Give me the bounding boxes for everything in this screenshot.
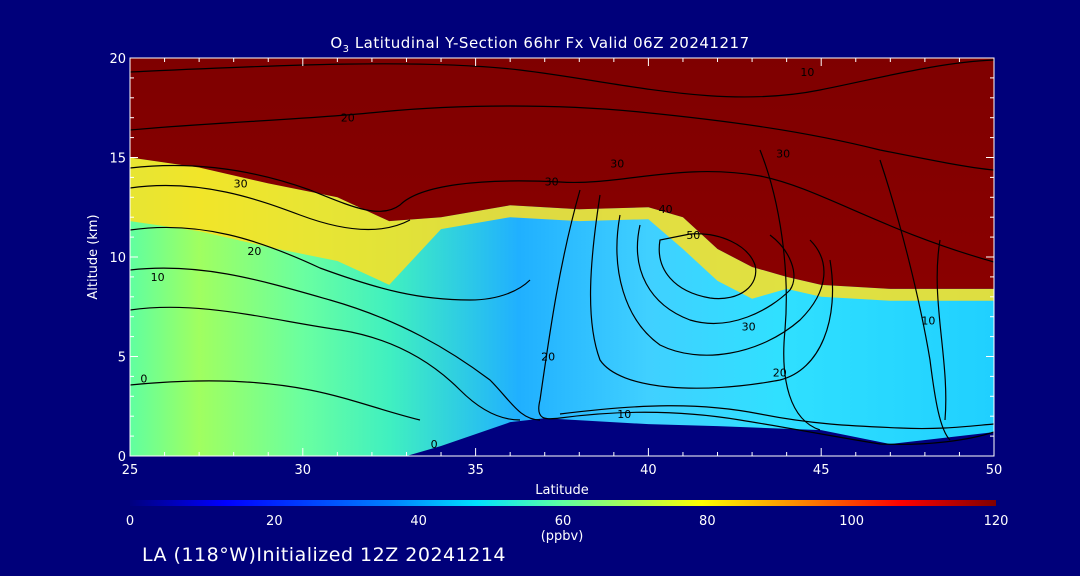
- x-tick-label: 30: [295, 463, 312, 478]
- y-tick-label: 20: [109, 52, 126, 67]
- contour-label: 10: [800, 66, 814, 79]
- contour-line: [130, 380, 421, 421]
- contour-line: [658, 233, 757, 300]
- contour-line: [130, 226, 531, 301]
- title-prefix: O: [330, 34, 343, 52]
- colorbar-ticks: 0 20 40 60 80 100 120: [126, 514, 1009, 529]
- y-axis-label: Altitude (km): [86, 214, 101, 299]
- contour-line: [589, 194, 834, 389]
- chart-title: O3 Latitudinal Y-Section 66hr Fx Valid 0…: [0, 34, 1080, 55]
- contour-label: 30: [776, 148, 790, 161]
- x-tick-label: 50: [986, 463, 1003, 478]
- contour-line: [559, 411, 994, 445]
- x-tick-label: 40: [640, 463, 657, 478]
- colorbar-tick-label: 100: [839, 514, 864, 529]
- contour-line: [130, 105, 994, 171]
- contour-line: [130, 59, 994, 98]
- colorbar-unit: (ppbv): [541, 529, 584, 544]
- footer-label: LA (118°W)Initialized 12Z 20241214: [142, 544, 506, 566]
- contour-label: 50: [686, 229, 700, 242]
- contour-label: 10: [921, 315, 935, 328]
- x-tick-label: 35: [467, 463, 484, 478]
- contour-line: [130, 306, 521, 421]
- contour-line: [559, 405, 994, 430]
- contour-lines: [130, 59, 994, 445]
- contour-label: 30: [742, 321, 756, 334]
- axes: 25 30 35 40 45 50 0 5 10 15 20: [109, 52, 1002, 478]
- contour-label: 0: [431, 438, 438, 451]
- y-tick-label: 10: [109, 251, 126, 266]
- contour-label: 30: [234, 177, 248, 190]
- y-tick-label: 5: [118, 351, 126, 366]
- contour-label-group: 10 20 30 30 30 30 20 10 50 40 30 20 20 10 10 0 0: [140, 66, 935, 451]
- colorbar-tick-label: 20: [266, 514, 283, 529]
- contour-line: [538, 189, 581, 420]
- contour-label: 30: [610, 157, 624, 170]
- tropopause-transition: [130, 157, 994, 301]
- contour-label: 20: [341, 112, 355, 125]
- x-tick-label: 25: [122, 463, 139, 478]
- contour-line: [879, 159, 951, 441]
- y-tick-label: 0: [118, 450, 126, 465]
- contour-label: 10: [151, 271, 165, 284]
- contour-label: 30: [545, 175, 559, 188]
- contour-label: 20: [541, 350, 555, 363]
- contour-line: [759, 149, 821, 431]
- colorbar-tick-label: 60: [555, 514, 572, 529]
- contour-label: 20: [247, 245, 261, 258]
- contour-line: [130, 164, 994, 263]
- contour-label: 20: [773, 366, 787, 379]
- contour-line: [636, 224, 795, 324]
- terrain-mask: [130, 418, 994, 456]
- contour-line: [936, 239, 947, 421]
- colorbar: [130, 500, 996, 506]
- colorbar-tick-label: 40: [410, 514, 427, 529]
- x-axis-label: Latitude: [535, 483, 589, 498]
- stratosphere-field: [130, 58, 994, 289]
- y-tick-label: 15: [109, 152, 126, 167]
- contour-label: 0: [140, 372, 147, 385]
- title-subscript: 3: [342, 44, 350, 55]
- colorbar-tick-label: 0: [126, 514, 134, 529]
- colorbar-tick-label: 80: [699, 514, 716, 529]
- x-tick-label: 45: [813, 463, 830, 478]
- heatmap-field: 10 20 30 30 30 30 20 10 50 40 30 20 20 10 10 0 0: [130, 58, 994, 456]
- contour-label: 10: [617, 408, 631, 421]
- contour-line: [130, 184, 411, 231]
- contour-label: 40: [659, 203, 673, 216]
- contour-line: [130, 267, 541, 421]
- contour-line: [616, 214, 825, 356]
- title-text: Latitudinal Y-Section 66hr Fx Valid 06Z …: [349, 34, 750, 52]
- colorbar-tick-label: 120: [984, 514, 1009, 529]
